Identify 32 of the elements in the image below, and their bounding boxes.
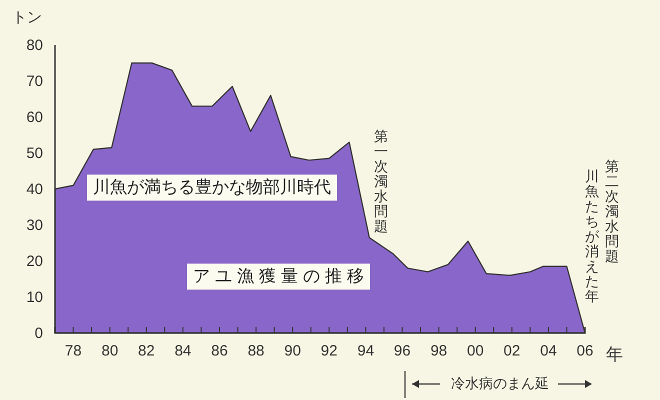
x-tick-label: 90: [284, 342, 301, 360]
y-tick-label: 20: [26, 252, 43, 270]
annotation: アユ漁獲量の推移: [193, 266, 369, 287]
text: 冷水病のまん延: [451, 376, 549, 392]
x-tick-label: 06: [576, 342, 594, 360]
x-tick-label: 04: [540, 342, 557, 360]
x-tick-label: 78: [64, 342, 82, 360]
text: 川魚たちが消えた年: [585, 169, 599, 305]
y-tick-label: 10: [26, 288, 43, 306]
y-axis-title: トン: [12, 8, 42, 26]
y-tick-label: 70: [26, 72, 43, 90]
x-tick-label: 80: [101, 342, 118, 360]
x-tick-label: 98: [430, 342, 448, 360]
annotation: 川魚が満ちる豊かな物部川時代: [93, 178, 331, 198]
text: 第二次濁水問題: [605, 159, 619, 265]
y-tick-label: 0: [34, 324, 43, 342]
y-tick-label: 30: [26, 216, 43, 234]
x-tick-label: 00: [467, 342, 484, 360]
annotation: 第一次濁水問題: [374, 129, 388, 235]
x-tick-label: 86: [211, 342, 228, 360]
x-axis-title: 年: [606, 345, 623, 365]
y-tick-label: 50: [26, 144, 43, 162]
x-tick-label: 02: [504, 342, 520, 360]
x-tick-label: 82: [138, 342, 155, 360]
y-tick-label: 60: [26, 108, 43, 126]
x-tick-label: 96: [394, 342, 411, 360]
x-tick-label: 92: [320, 342, 338, 360]
y-tick-label: 40: [26, 180, 43, 198]
x-tick-label: 84: [174, 342, 192, 360]
y-tick-label: 80: [26, 36, 43, 54]
x-tick-label: 88: [248, 342, 264, 360]
x-tick-label: 94: [357, 342, 374, 360]
